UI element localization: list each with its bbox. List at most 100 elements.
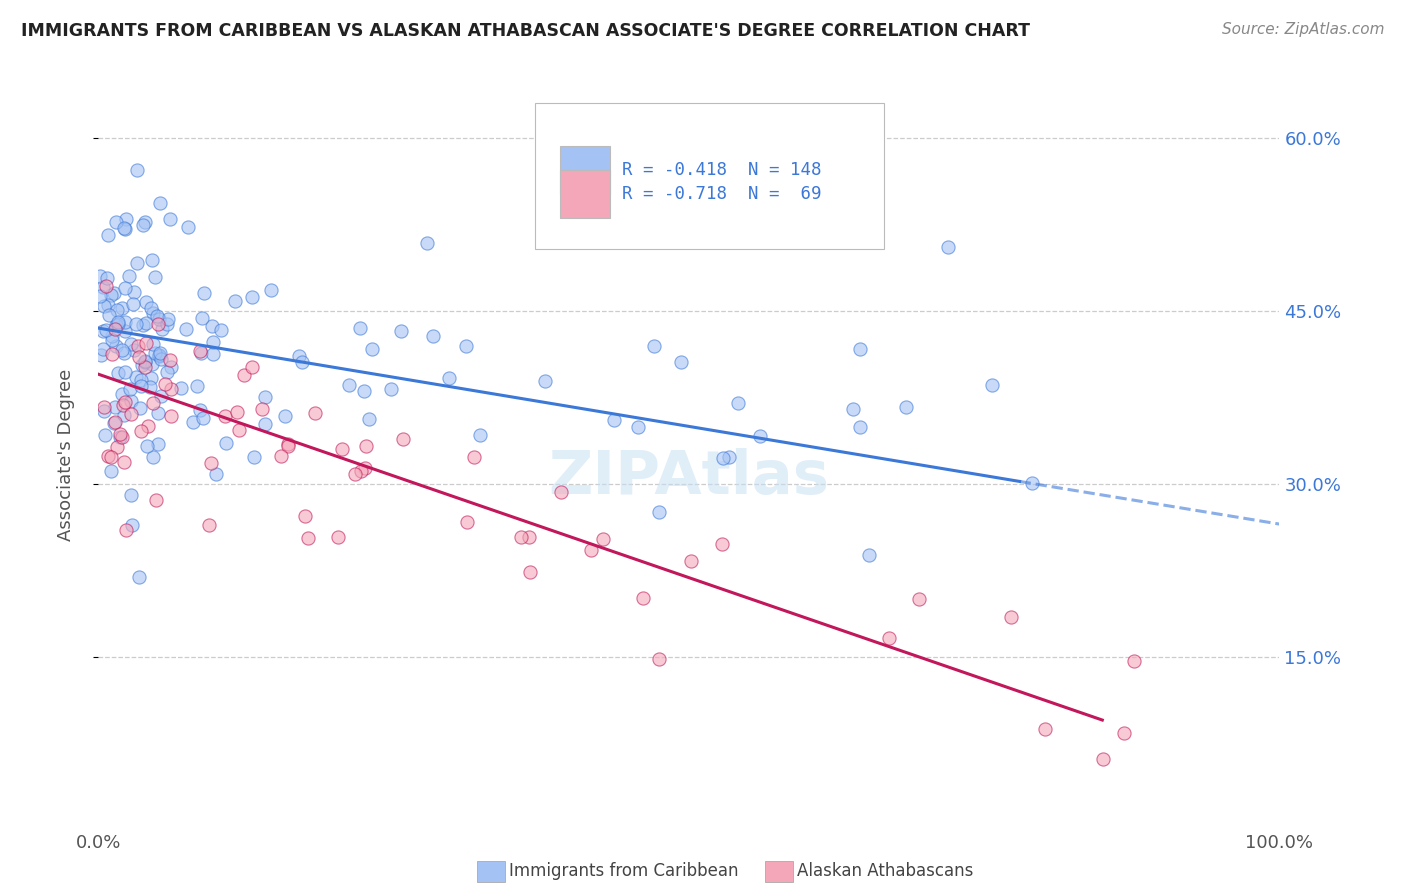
Point bbox=[160, 382, 183, 396]
Point bbox=[277, 439, 299, 453]
Point bbox=[294, 509, 316, 524]
Point bbox=[148, 349, 170, 363]
Point bbox=[134, 359, 156, 374]
Point bbox=[858, 549, 880, 563]
Point bbox=[274, 409, 297, 423]
Point bbox=[224, 293, 246, 308]
Point bbox=[108, 427, 131, 442]
Point bbox=[1112, 725, 1135, 739]
Point bbox=[437, 370, 460, 384]
Point bbox=[330, 442, 353, 456]
Point bbox=[105, 338, 128, 352]
Point bbox=[114, 211, 136, 226]
Point bbox=[101, 329, 124, 343]
Point bbox=[214, 409, 236, 423]
Point bbox=[114, 281, 136, 295]
Point bbox=[107, 318, 129, 332]
Point bbox=[128, 350, 150, 364]
Point bbox=[209, 323, 232, 337]
Point bbox=[304, 405, 326, 419]
Point bbox=[849, 419, 872, 434]
Point bbox=[129, 401, 152, 416]
Point bbox=[201, 334, 224, 349]
Point bbox=[93, 299, 115, 313]
Point bbox=[671, 355, 693, 369]
Point bbox=[100, 333, 122, 347]
Point bbox=[648, 505, 671, 519]
Point bbox=[349, 321, 371, 335]
Point bbox=[150, 322, 173, 336]
Point bbox=[643, 339, 665, 353]
Point bbox=[155, 318, 177, 332]
Point bbox=[107, 366, 129, 380]
Point bbox=[122, 285, 145, 300]
Point bbox=[389, 324, 412, 338]
Text: Immigrants from Caribbean: Immigrants from Caribbean bbox=[509, 863, 738, 880]
Point bbox=[132, 318, 155, 332]
Point bbox=[191, 311, 214, 326]
Point bbox=[111, 343, 134, 358]
Point bbox=[463, 450, 485, 464]
Text: Source: ZipAtlas.com: Source: ZipAtlas.com bbox=[1222, 22, 1385, 37]
Point bbox=[129, 379, 152, 393]
Point bbox=[510, 530, 533, 544]
Point bbox=[111, 398, 134, 412]
Point bbox=[125, 162, 148, 177]
Point bbox=[100, 287, 122, 301]
Point bbox=[139, 380, 162, 394]
Point bbox=[104, 401, 127, 415]
Point bbox=[907, 592, 929, 607]
Point bbox=[416, 236, 439, 251]
Point bbox=[146, 317, 169, 331]
Point bbox=[232, 368, 254, 382]
Point bbox=[198, 518, 221, 533]
Point bbox=[124, 317, 146, 331]
Point bbox=[127, 256, 149, 270]
Point bbox=[91, 280, 114, 294]
Point bbox=[679, 554, 702, 568]
Point bbox=[127, 339, 149, 353]
Point bbox=[111, 386, 134, 401]
Point bbox=[456, 516, 478, 530]
Point bbox=[156, 365, 179, 379]
Y-axis label: Associate's Degree: Associate's Degree bbox=[56, 368, 75, 541]
Point bbox=[631, 591, 654, 605]
Point bbox=[112, 220, 135, 235]
Point bbox=[981, 378, 1004, 392]
Text: R = -0.418  N = 148: R = -0.418 N = 148 bbox=[621, 161, 821, 179]
Point bbox=[360, 343, 382, 357]
Point bbox=[132, 219, 155, 233]
Point bbox=[135, 336, 157, 351]
Point bbox=[201, 319, 224, 334]
Point bbox=[103, 417, 125, 431]
Point bbox=[142, 306, 165, 320]
Point bbox=[105, 318, 128, 333]
Point bbox=[534, 374, 557, 388]
Point bbox=[344, 467, 367, 481]
Point bbox=[148, 406, 170, 420]
Point bbox=[112, 455, 135, 469]
Point bbox=[89, 268, 111, 283]
Point bbox=[550, 485, 572, 500]
Point bbox=[114, 324, 136, 338]
Point bbox=[129, 373, 152, 387]
Point bbox=[191, 411, 214, 425]
Point bbox=[148, 347, 170, 361]
Point bbox=[201, 347, 224, 361]
Point bbox=[749, 428, 772, 442]
Point bbox=[104, 415, 127, 429]
Point bbox=[205, 467, 228, 482]
Point bbox=[153, 376, 176, 391]
Point bbox=[94, 279, 117, 293]
Point bbox=[97, 308, 120, 322]
Point bbox=[89, 288, 111, 302]
Point bbox=[603, 413, 626, 427]
Point bbox=[93, 400, 115, 414]
Point bbox=[125, 369, 148, 384]
Point bbox=[468, 428, 491, 442]
Point bbox=[879, 632, 901, 646]
Point bbox=[422, 329, 444, 343]
Point bbox=[1021, 476, 1043, 491]
Point bbox=[1091, 752, 1114, 766]
Point bbox=[112, 346, 135, 360]
